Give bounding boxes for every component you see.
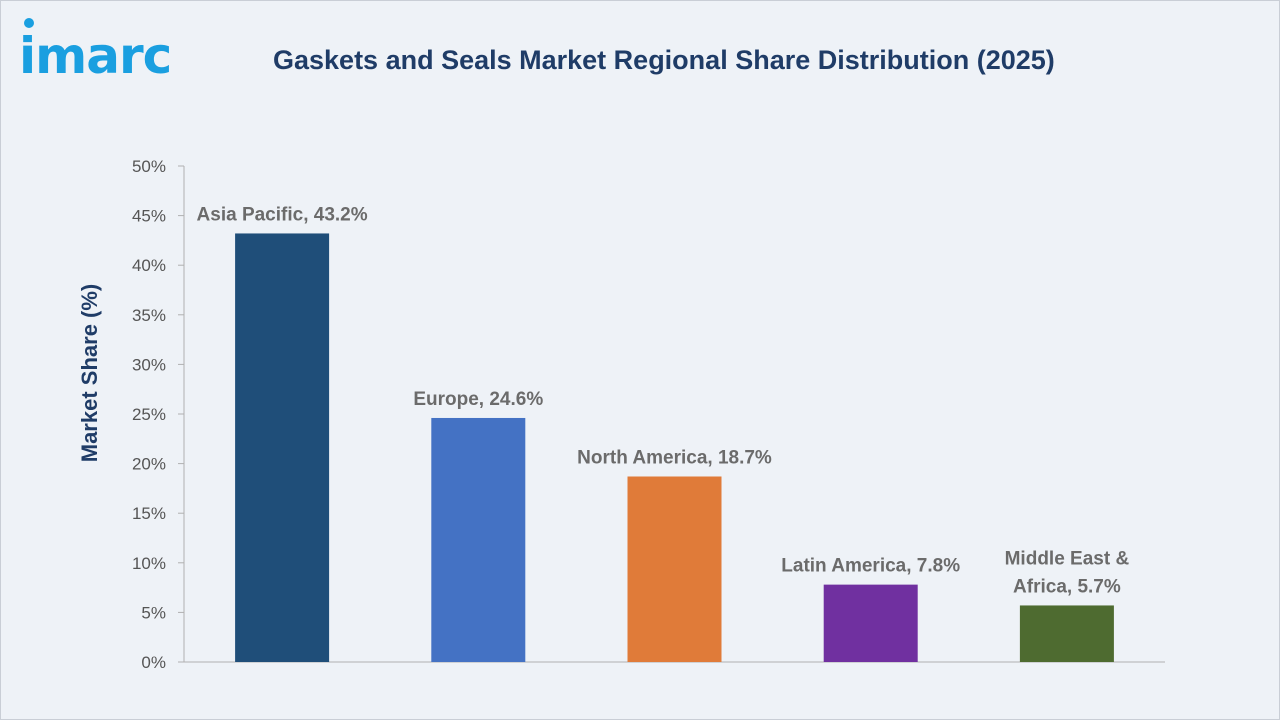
y-ticks: 0% 5% 10% 15% 20% 25% 30% 35% 40% 45% 50% [132, 157, 184, 672]
imarc-logo-mark: imarc [19, 18, 172, 85]
y-tick-label: 30% [132, 355, 166, 374]
data-labels: Asia Pacific, 43.2% Europe, 24.6% North Am… [197, 204, 1130, 597]
y-tick-label: 40% [132, 256, 166, 275]
y-tick-label: 0% [141, 653, 166, 672]
bar-north-america [627, 476, 722, 662]
data-label: Europe, 24.6% [413, 389, 543, 410]
chart-title: Gaskets and Seals Market Regional Share … [273, 45, 1055, 75]
bar-europe [431, 417, 526, 662]
data-label: North America, 18.7% [577, 447, 772, 468]
data-label: Africa, 5.7% [1013, 576, 1121, 597]
data-label: Asia Pacific, 43.2% [197, 204, 368, 225]
bar-asia-pacific [235, 233, 330, 662]
bar-latin-america [823, 584, 918, 662]
y-tick-label: 20% [132, 455, 166, 474]
data-label: Middle East & [1005, 548, 1130, 569]
bar-middle-east-africa [1019, 605, 1114, 662]
imarc-logo: imarc [19, 15, 209, 85]
y-tick-label: 5% [141, 603, 166, 622]
y-tick-label: 10% [132, 554, 166, 573]
logo-wordmark: imarc [19, 27, 171, 79]
y-tick-label: 15% [132, 504, 166, 523]
bars [235, 233, 1114, 662]
y-axis-label: Market Share (%) [77, 284, 102, 463]
y-tick-label: 45% [132, 207, 166, 226]
data-label: Latin America, 7.8% [781, 556, 960, 577]
y-tick-label: 50% [132, 157, 166, 176]
y-tick-label: 25% [132, 405, 166, 424]
y-tick-label: 35% [132, 306, 166, 325]
